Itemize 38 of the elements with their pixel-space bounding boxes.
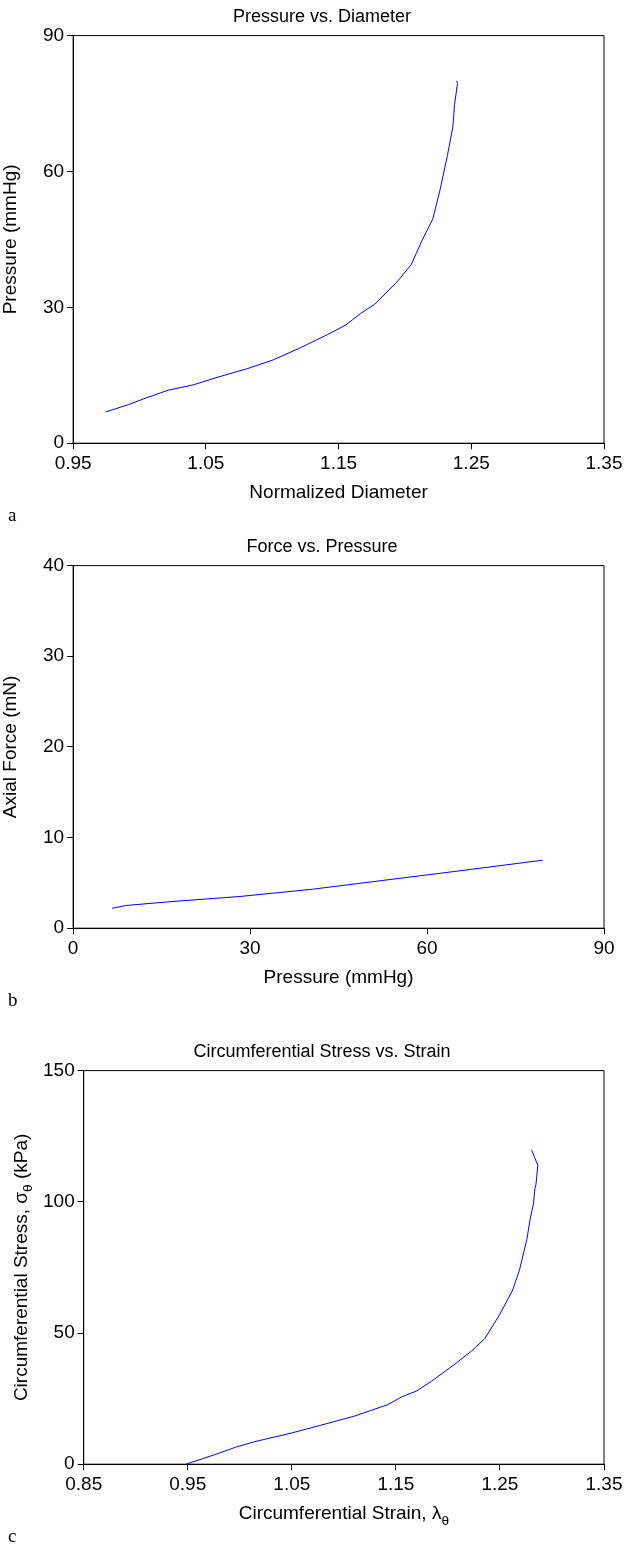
x-axis-title: Normalized Diameter [249,481,429,503]
y-tick-label: 40 [42,553,65,575]
x-tick-label: 1.15 [320,451,358,473]
y-tick-label: 60 [42,159,65,181]
y-tick-label: 0 [53,431,65,453]
text: c [8,1525,17,1547]
chart-title: Force vs. Pressure [246,535,398,556]
y-tick-label: 0 [64,1452,75,1474]
y-axis-title: Pressure (mmHg) [0,164,21,315]
y-tick-label: 20 [42,735,65,757]
x-tick-label: 1.05 [273,1472,311,1494]
text: a [8,504,17,526]
text: b [8,989,18,1011]
x-tick-label: 1.25 [481,1472,519,1494]
x-tick-label: 1.25 [452,451,490,473]
x-tick-label: 0.95 [169,1472,207,1494]
x-tick-label: 0.85 [65,1472,103,1494]
y-tick-label: 30 [42,295,65,317]
chart-title: Pressure vs. Diameter [232,5,412,26]
x-tick-label: 30 [239,936,261,958]
x-tick-label: 90 [593,936,615,958]
x-tick-label: 0.95 [54,451,92,473]
x-tick-label: 1.35 [585,451,623,473]
y-tick-label: 0 [53,916,65,938]
y-tick-label: 100 [43,1190,75,1212]
chart-title: Circumferential Stress vs. Strain [193,1040,451,1061]
y-tick-label: 30 [42,644,65,666]
x-tick-label: 1.35 [585,1472,623,1494]
y-axis-title: Circumferential Stress, σθ (kPa) [9,1133,36,1402]
y-axis-title: Axial Force (mN) [0,675,21,819]
x-axis-title: Pressure (mmHg) [263,966,414,988]
y-tick-label: 10 [42,825,65,847]
x-tick-label: 1.05 [187,451,225,473]
x-tick-label: 1.15 [377,1472,415,1494]
x-tick-label: 60 [416,936,438,958]
y-tick-label: 50 [53,1321,75,1343]
y-tick-label: 90 [42,23,65,45]
y-tick-label: 150 [43,1058,75,1080]
